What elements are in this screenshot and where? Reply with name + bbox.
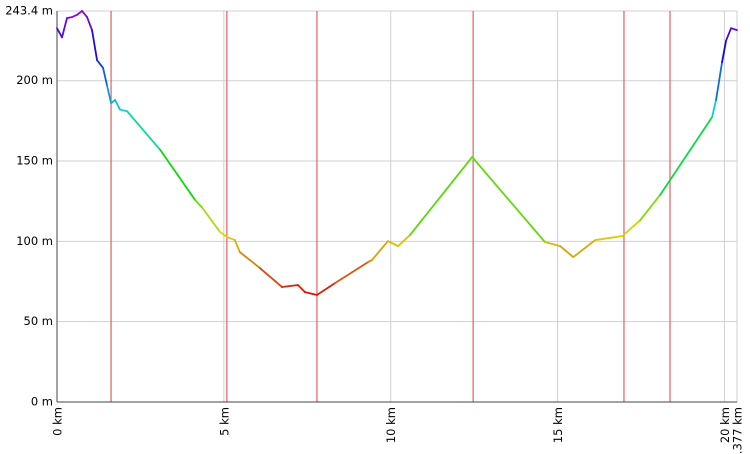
profile-segment (397, 234, 411, 248)
profile-segment (297, 284, 306, 294)
profile-segment (621, 219, 641, 237)
profile-segment (559, 245, 575, 259)
y-tick-label: 100 m (16, 234, 53, 248)
profile-segment (715, 61, 723, 101)
profile-segment (96, 59, 104, 69)
y-tick-label: 243.4 m (5, 4, 53, 18)
profile-segment (281, 284, 299, 288)
profile-segment (725, 27, 732, 42)
y-tick-label: 50 m (24, 314, 54, 328)
profile-segment (639, 194, 661, 222)
profile-segment (371, 240, 389, 261)
x-tick-label: 20.377 km (731, 407, 745, 454)
profile-segment (711, 99, 717, 119)
profile-segment (102, 66, 108, 87)
y-tick-label: 150 m (16, 154, 53, 168)
profile-segment (258, 267, 283, 288)
profile-segment (91, 29, 98, 62)
profile-segment (56, 27, 63, 39)
profile-segment (238, 251, 261, 269)
x-tick-label: 0 km (51, 407, 65, 436)
profile-segment (659, 116, 713, 196)
y-tick-label: 0 m (31, 395, 53, 409)
y-tick-label: 200 m (16, 73, 53, 87)
profile-segment (334, 261, 369, 285)
profile-segment (233, 239, 241, 254)
profile-segment (225, 236, 236, 241)
profile-segment (119, 108, 128, 113)
profile-segment (304, 291, 318, 296)
profile-segment (71, 13, 78, 19)
x-tick-label: 20 km (718, 407, 732, 443)
profile-segment (730, 27, 738, 32)
profile-segment (721, 39, 727, 63)
x-tick-label: 5 km (217, 407, 231, 436)
profile-segment (572, 239, 597, 259)
profile-segment (81, 10, 88, 19)
profile-segment (114, 99, 121, 111)
profile-segment (218, 230, 228, 238)
profile-segment (409, 156, 474, 236)
profile-segment (126, 110, 162, 151)
profile-segment (61, 17, 68, 39)
profile-segment (543, 241, 562, 248)
profile-segment (194, 199, 204, 209)
x-tick-label: 10 km (384, 407, 398, 443)
profile-segment (316, 282, 336, 296)
profile-segment (201, 206, 221, 233)
x-tick-label: 15 km (551, 407, 565, 443)
profile-segment (387, 240, 399, 248)
profile-segment (76, 10, 83, 16)
profile-segment (159, 148, 197, 201)
profile-segment (594, 235, 624, 241)
profile-segment (471, 156, 546, 243)
profile-segment (106, 84, 112, 105)
profile-segment (86, 16, 93, 32)
